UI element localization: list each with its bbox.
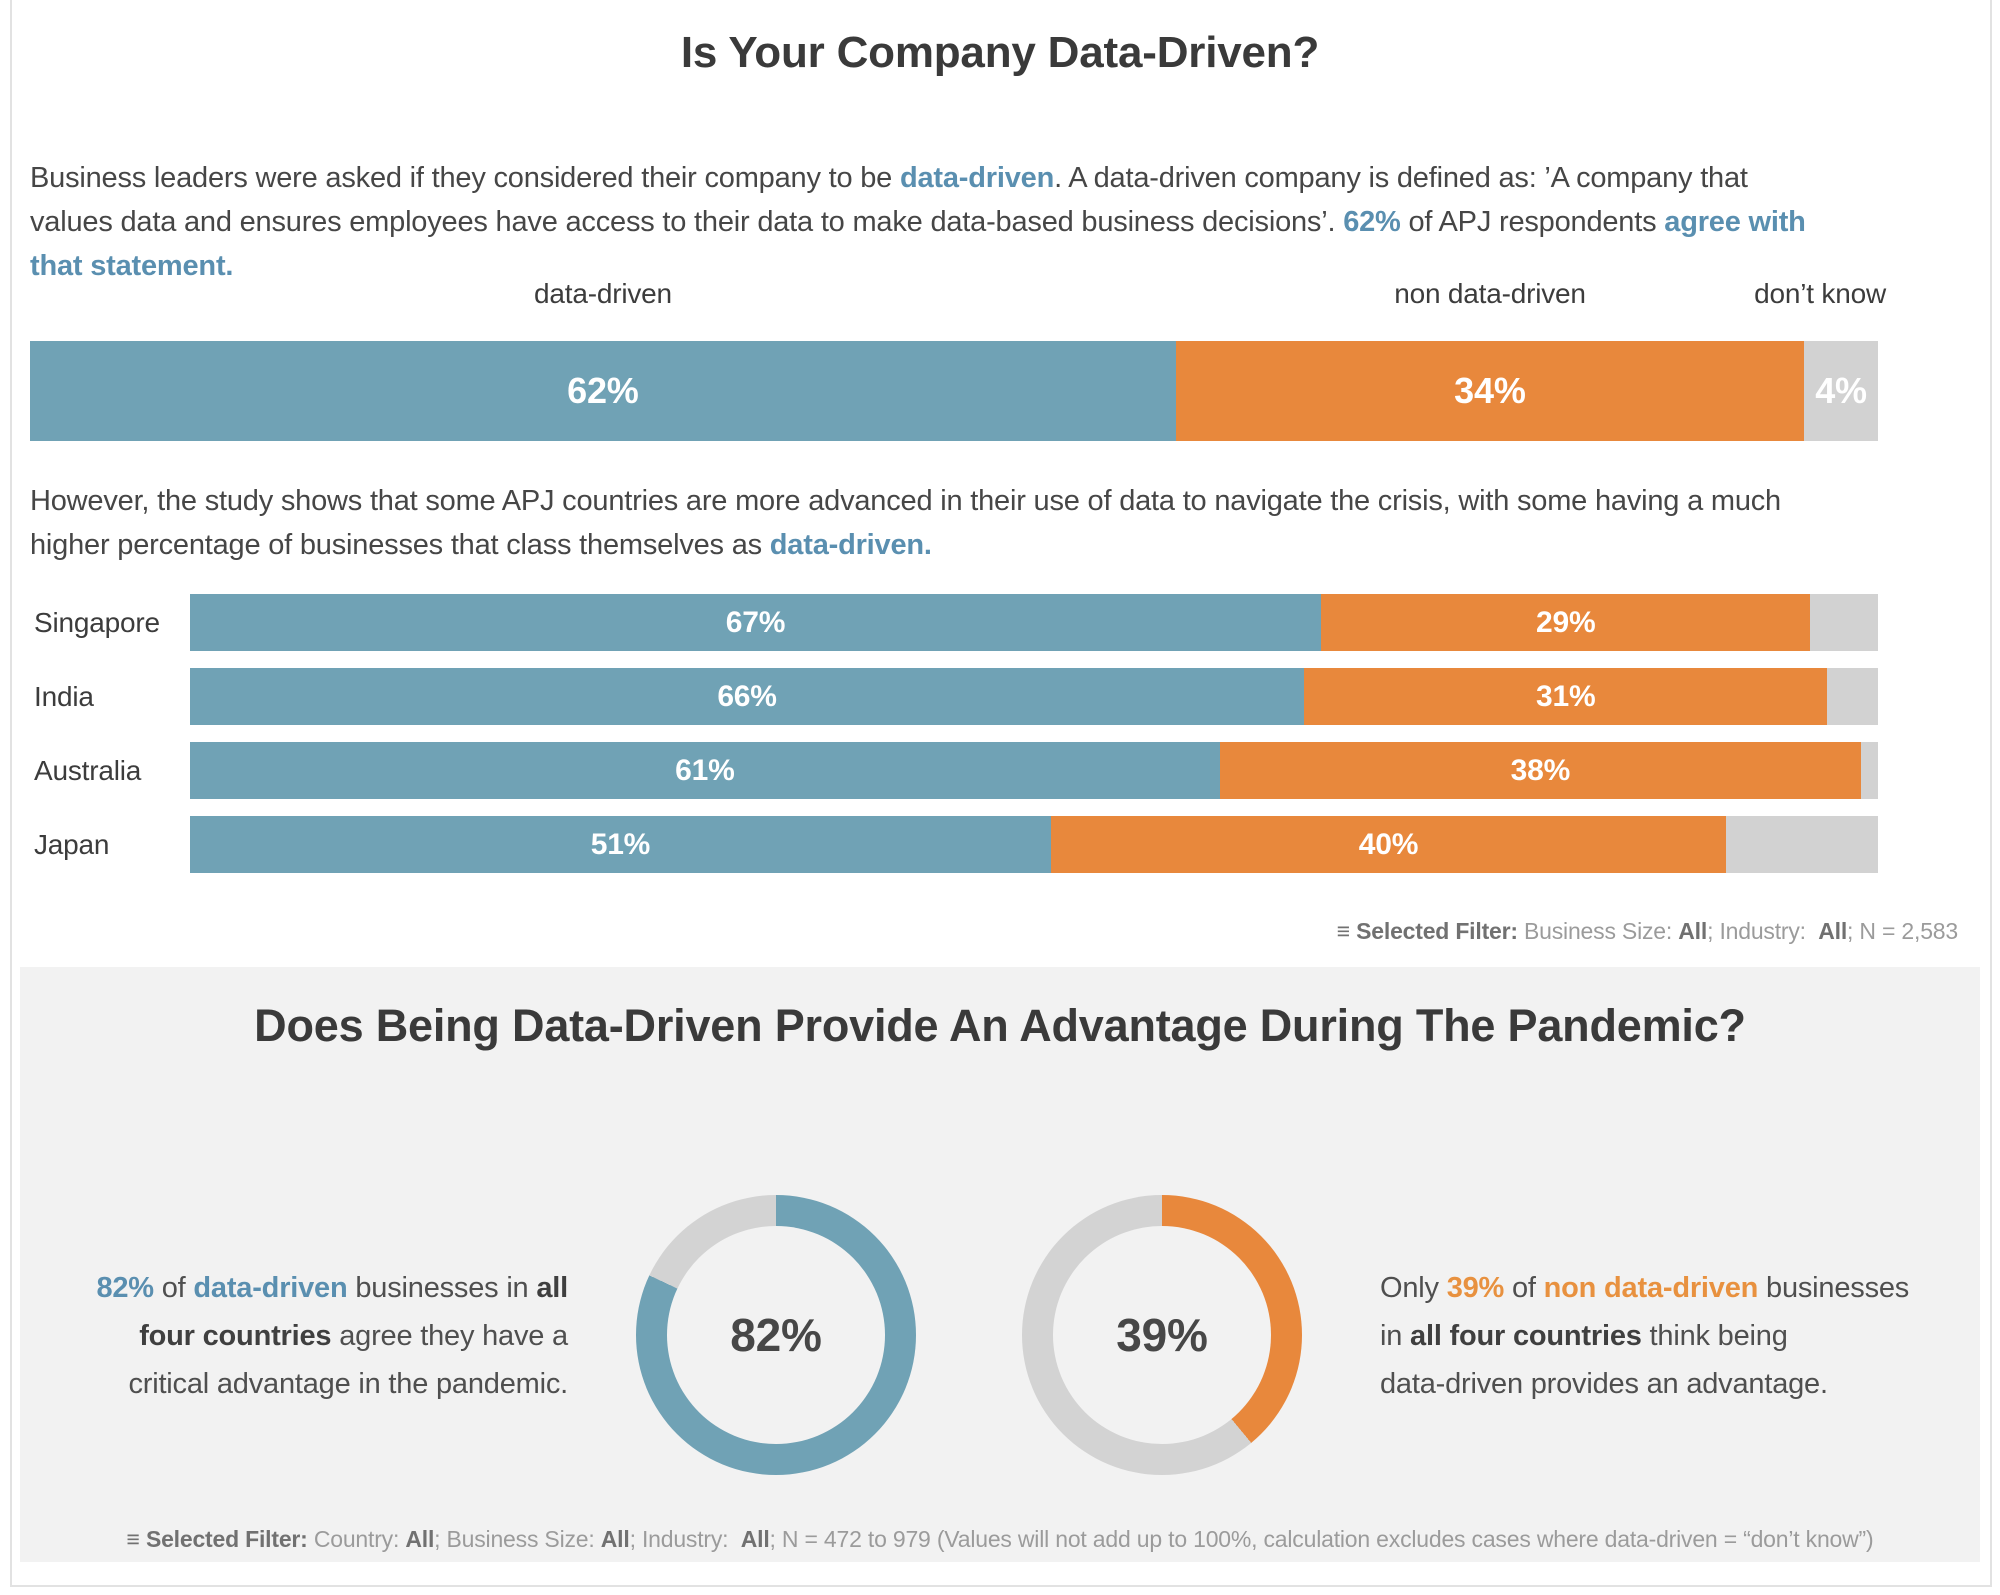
bar-segment-label: 66% [717, 679, 777, 713]
bar-segment-non-data-driven[interactable]: 38% [1219, 742, 1862, 799]
donut-non-data-driven-hole: 39% [1053, 1226, 1271, 1444]
country-bar-singapore: 67% 29% [190, 594, 1878, 651]
bar-segment-dont-know[interactable] [1827, 668, 1878, 725]
country-bar-japan: 51% 40% [190, 816, 1878, 873]
column-label-non-data-driven: non data-driven [1394, 278, 1586, 309]
selected-filter-caption-bottom: ≡ Selected Filter: Country: All; Busines… [126, 1526, 1874, 1552]
donut-data-driven-value: 82% [730, 1309, 822, 1361]
donut-non-data-driven-value: 39% [1116, 1309, 1208, 1361]
page-title: Is Your Company Data-Driven? [680, 28, 1320, 77]
bar-segment-data-driven[interactable]: 51% [190, 816, 1051, 873]
advantage-section-title: Does Being Data-Driven Provide An Advant… [254, 1000, 1746, 1051]
selected-filter-caption-top: ≡ Selected Filter: Business Size: All; I… [1336, 918, 1958, 944]
bar-segment-data-driven[interactable]: 67% [190, 594, 1321, 651]
bar-segment-data-driven[interactable]: 61% [190, 742, 1220, 799]
bar-segment-data-driven[interactable]: 66% [190, 668, 1305, 725]
bar-segment-label: 67% [725, 605, 786, 639]
bar-segment-non-data-driven[interactable]: 34% [1175, 341, 1805, 441]
country-bar-india: 66% 31% [190, 668, 1878, 725]
bar-segment-label: 38% [1510, 753, 1571, 787]
donut-non-data-driven[interactable]: 39% [1022, 1195, 1302, 1475]
bar-segment-label: 34% [1454, 370, 1526, 411]
intro-paragraph: Business leaders were asked if they cons… [30, 162, 1806, 282]
row-label-australia: Australia [34, 755, 142, 786]
bar-segment-dont-know[interactable] [1726, 816, 1878, 873]
donut-data-driven-hole: 82% [667, 1226, 885, 1444]
bar-segment-non-data-driven[interactable]: 31% [1304, 668, 1828, 725]
bar-segment-label: 51% [590, 827, 651, 861]
bar-segment-dont-know[interactable]: 4% [1804, 341, 1878, 441]
donut-data-driven[interactable]: 82% [636, 1195, 916, 1475]
bar-segment-label: 29% [1535, 605, 1596, 639]
bar-segment-dont-know[interactable] [1861, 742, 1878, 799]
overall-stacked-bar: 62% 34% 4% [30, 341, 1878, 441]
data-driven-stat-text: 82% of data-driven businesses in all four… [96, 1272, 568, 1400]
bar-segment-label: 31% [1535, 679, 1596, 713]
bar-segment-label: 62% [567, 370, 639, 411]
country-bar-australia: 61% 38% [190, 742, 1878, 799]
bar-segment-label: 4% [1815, 370, 1867, 411]
row-label-india: India [34, 681, 94, 712]
non-data-driven-stat-text: Only 39% of non data-driven businesses in… [1380, 1272, 1910, 1400]
bar-segment-label: 61% [675, 753, 735, 787]
bar-segment-non-data-driven[interactable]: 29% [1320, 594, 1811, 651]
bar-segment-dont-know[interactable] [1810, 594, 1878, 651]
column-label-dont-know: don’t know [1754, 278, 1886, 309]
bar-segment-data-driven[interactable]: 62% [30, 341, 1176, 441]
bar-segment-non-data-driven[interactable]: 40% [1050, 816, 1727, 873]
bar-segment-label: 40% [1358, 827, 1419, 861]
advantage-section-panel [20, 967, 1980, 1562]
country-paragraph: However, the study shows that some APJ c… [30, 485, 1781, 561]
row-label-singapore: Singapore [34, 607, 160, 638]
column-label-data-driven: data-driven [534, 278, 672, 309]
row-label-japan: Japan [34, 829, 110, 860]
